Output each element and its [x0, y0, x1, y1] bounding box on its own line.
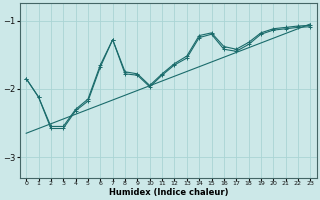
X-axis label: Humidex (Indice chaleur): Humidex (Indice chaleur) [108, 188, 228, 197]
